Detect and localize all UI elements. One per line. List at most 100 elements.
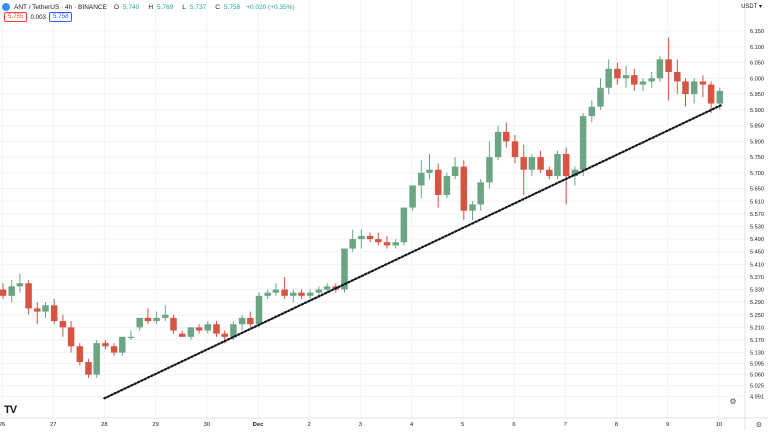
price-tick-label: 5.290 <box>750 300 764 306</box>
candle-body-down <box>503 131 510 142</box>
candle-body-down <box>213 324 220 334</box>
open-value: 5.740 <box>123 3 140 11</box>
candle-body-up <box>690 81 698 95</box>
candle-body-down <box>85 362 92 375</box>
price-tick-label: 5.450 <box>750 250 764 256</box>
time-tick-label: 10 <box>716 422 722 428</box>
time-tick-label: 28 <box>101 422 107 428</box>
high-value: 5.769 <box>157 3 174 11</box>
currency-selector[interactable]: USDT ▾ <box>741 3 762 10</box>
time-tick-label: 4 <box>410 422 414 428</box>
candle-body-up <box>93 343 100 375</box>
tradingview-logo: TV <box>4 404 17 416</box>
close-value: 5.758 <box>223 3 241 11</box>
candle-body-up <box>358 235 365 240</box>
candle-body-up <box>255 295 263 325</box>
time-tick-label: 5 <box>461 422 464 428</box>
candle-body-up <box>341 248 348 290</box>
time-tick-label: 29 <box>152 422 158 428</box>
candle-body-up <box>264 292 271 296</box>
candle-body-up <box>16 283 24 287</box>
candle-body-down <box>102 343 109 347</box>
candle-body-up <box>716 90 724 104</box>
candle-body-down <box>76 346 84 363</box>
candle-body-down <box>699 81 707 85</box>
candle-body-down <box>665 59 672 72</box>
price-tick-label: 5.950 <box>750 92 764 98</box>
change-value: +0.020 (+0.35%) <box>246 3 295 11</box>
candle-body-up <box>443 176 451 195</box>
candle-body-up <box>451 166 459 177</box>
price-tick-label: 6.000 <box>750 76 764 82</box>
candle-body-up <box>605 68 612 88</box>
candle-body-up <box>119 336 126 353</box>
candle-body-down <box>383 242 391 246</box>
candle-body-down <box>50 305 58 322</box>
price-tick-label: 5.850 <box>750 124 764 130</box>
candle-body-down <box>614 68 621 79</box>
candle-body-up <box>400 207 408 243</box>
candle-body-down <box>178 333 186 337</box>
price-tick-label: 5.610 <box>750 199 764 205</box>
price-tick-label: 5.900 <box>750 108 764 114</box>
price-tick-label: 5.370 <box>750 275 764 281</box>
candle-body-up <box>153 317 160 322</box>
price-tick-label: 6.050 <box>750 61 764 67</box>
price-tick-label: 5.210 <box>750 325 764 331</box>
symbol-title[interactable]: ANT / TetherUS · 4h · BINANCE <box>14 3 107 11</box>
trendline <box>103 103 723 400</box>
low-label: L <box>182 3 186 11</box>
candle-body-down <box>195 327 203 331</box>
order-boxes: 5.755 0.003 5.758 <box>4 12 73 22</box>
candle-body-up <box>494 131 502 158</box>
scroll-to-realtime-button[interactable]: ⚙ <box>728 396 738 406</box>
time-tick-label: 8 <box>615 422 618 428</box>
chevron-down-icon: ▾ <box>757 4 762 10</box>
candle-body-up <box>392 242 399 246</box>
candle-body-up <box>469 204 476 211</box>
candle-body-up <box>187 327 195 337</box>
candle-body-up <box>127 336 135 339</box>
candle-body-up <box>426 169 433 173</box>
candle-body-up <box>571 169 579 177</box>
candle-body-down <box>460 166 468 211</box>
candle-body-up <box>554 153 561 177</box>
buy-price-button[interactable]: 5.758 <box>48 12 73 22</box>
price-tick-label: 5.130 <box>750 351 764 357</box>
candle-body-down <box>0 289 7 296</box>
price-tick-label: 5.025 <box>750 384 764 390</box>
candle-body-down <box>631 75 638 85</box>
price-tick-label: 6.150 <box>750 29 764 35</box>
candle-body-down <box>110 346 118 353</box>
candle-body-up <box>238 317 246 325</box>
spread-value: 0.003 <box>30 13 46 21</box>
candle-body-up <box>648 78 655 82</box>
candle-body-up <box>306 292 314 296</box>
price-tick-label: 5.700 <box>750 171 764 177</box>
candle-body-up <box>597 87 604 107</box>
axis-settings-button[interactable]: ⚙ <box>756 421 762 429</box>
high-label: H <box>148 3 154 11</box>
chart-settings-icon: ⚙ <box>729 396 737 406</box>
candle-body-up <box>349 239 356 249</box>
price-tick-label: 5.800 <box>750 139 764 145</box>
candle-body-down <box>366 235 374 240</box>
price-tick-label: 6.100 <box>750 45 764 51</box>
gear-icon: ⚙ <box>755 422 762 429</box>
price-tick-label: 5.250 <box>750 313 764 319</box>
price-tick-label: 5.060 <box>750 373 764 379</box>
candle-body-up <box>528 157 536 170</box>
candle-body-down <box>674 71 681 82</box>
candle-body-up <box>477 182 484 205</box>
candle-body-down <box>281 289 288 296</box>
candle-body-down <box>707 84 715 104</box>
sell-price-button[interactable]: 5.755 <box>4 12 28 22</box>
price-tick-label: 5.490 <box>750 237 764 243</box>
candle-body-up <box>409 185 416 208</box>
candle-body-down <box>247 317 254 325</box>
candle-body-down <box>59 321 67 328</box>
low-value: 5.737 <box>189 3 207 11</box>
candle-body-up <box>42 305 49 312</box>
